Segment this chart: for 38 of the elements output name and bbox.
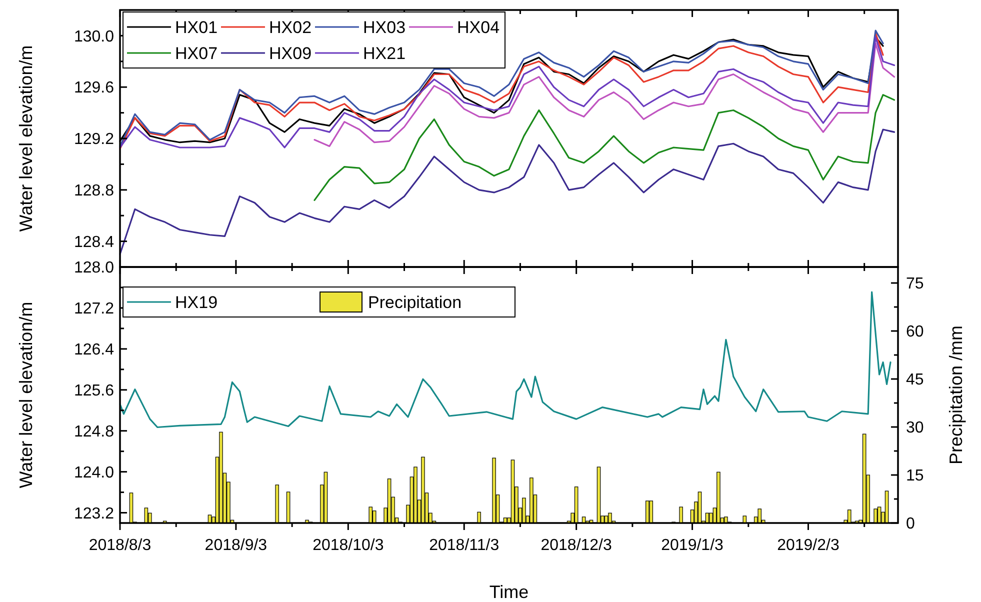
y-tick-label: 128.4 xyxy=(74,234,114,251)
y-tick-label: 128.8 xyxy=(74,182,114,200)
y2-tick-label: 15 xyxy=(906,468,924,485)
y2-axis-title: Precipitation /mm xyxy=(946,325,966,465)
y2-tick-label: 75 xyxy=(906,276,924,293)
x-axis-title: Time xyxy=(489,582,529,602)
x-tick-label: 2019/2/3 xyxy=(777,537,840,554)
y-tick-label: 127.2 xyxy=(74,300,114,318)
y-tick-label: 123.2 xyxy=(74,505,114,522)
x-tick-label: 2019/1/3 xyxy=(661,537,724,554)
legend-label: HX04 xyxy=(457,18,500,37)
x-tick-label: 2018/12/3 xyxy=(540,537,612,554)
y2-tick-label: 60 xyxy=(906,324,924,341)
y-tick-label: 126.4 xyxy=(74,342,114,359)
legend-label: HX07 xyxy=(175,44,218,63)
legend-label: HX03 xyxy=(363,18,406,37)
x-tick-label: 2018/10/3 xyxy=(312,537,384,554)
y-tick-label: 128.0 xyxy=(74,260,114,277)
y-tick-label: 129.2 xyxy=(74,131,114,148)
legend-label: HX19 xyxy=(175,293,218,312)
y2-tick-label: 30 xyxy=(906,420,924,437)
legend-label: HX01 xyxy=(175,18,218,37)
legend-label: HX21 xyxy=(363,44,406,63)
y-tick-label: 124.8 xyxy=(74,423,114,440)
legend-label: HX09 xyxy=(269,44,312,63)
y2-tick-label: 0 xyxy=(906,516,915,533)
y-axis-title: Water level elevation/m xyxy=(16,45,36,232)
legend-label: HX02 xyxy=(269,18,312,37)
x-tick-label: 2018/9/3 xyxy=(204,537,268,554)
x-tick-label: 2018/11/3 xyxy=(429,537,500,554)
y-tick-label: 130.0 xyxy=(74,28,114,46)
y-tick-label: 124.0 xyxy=(74,464,114,482)
x-tick-label: 2018/8/3 xyxy=(88,537,152,554)
legend-label: Precipitation xyxy=(368,293,462,312)
y2-tick-label: 45 xyxy=(906,372,924,389)
y-axis-title: Water level elevation/m xyxy=(16,302,36,488)
y-tick-label: 125.6 xyxy=(74,382,114,400)
y-tick-label: 129.6 xyxy=(74,80,114,97)
